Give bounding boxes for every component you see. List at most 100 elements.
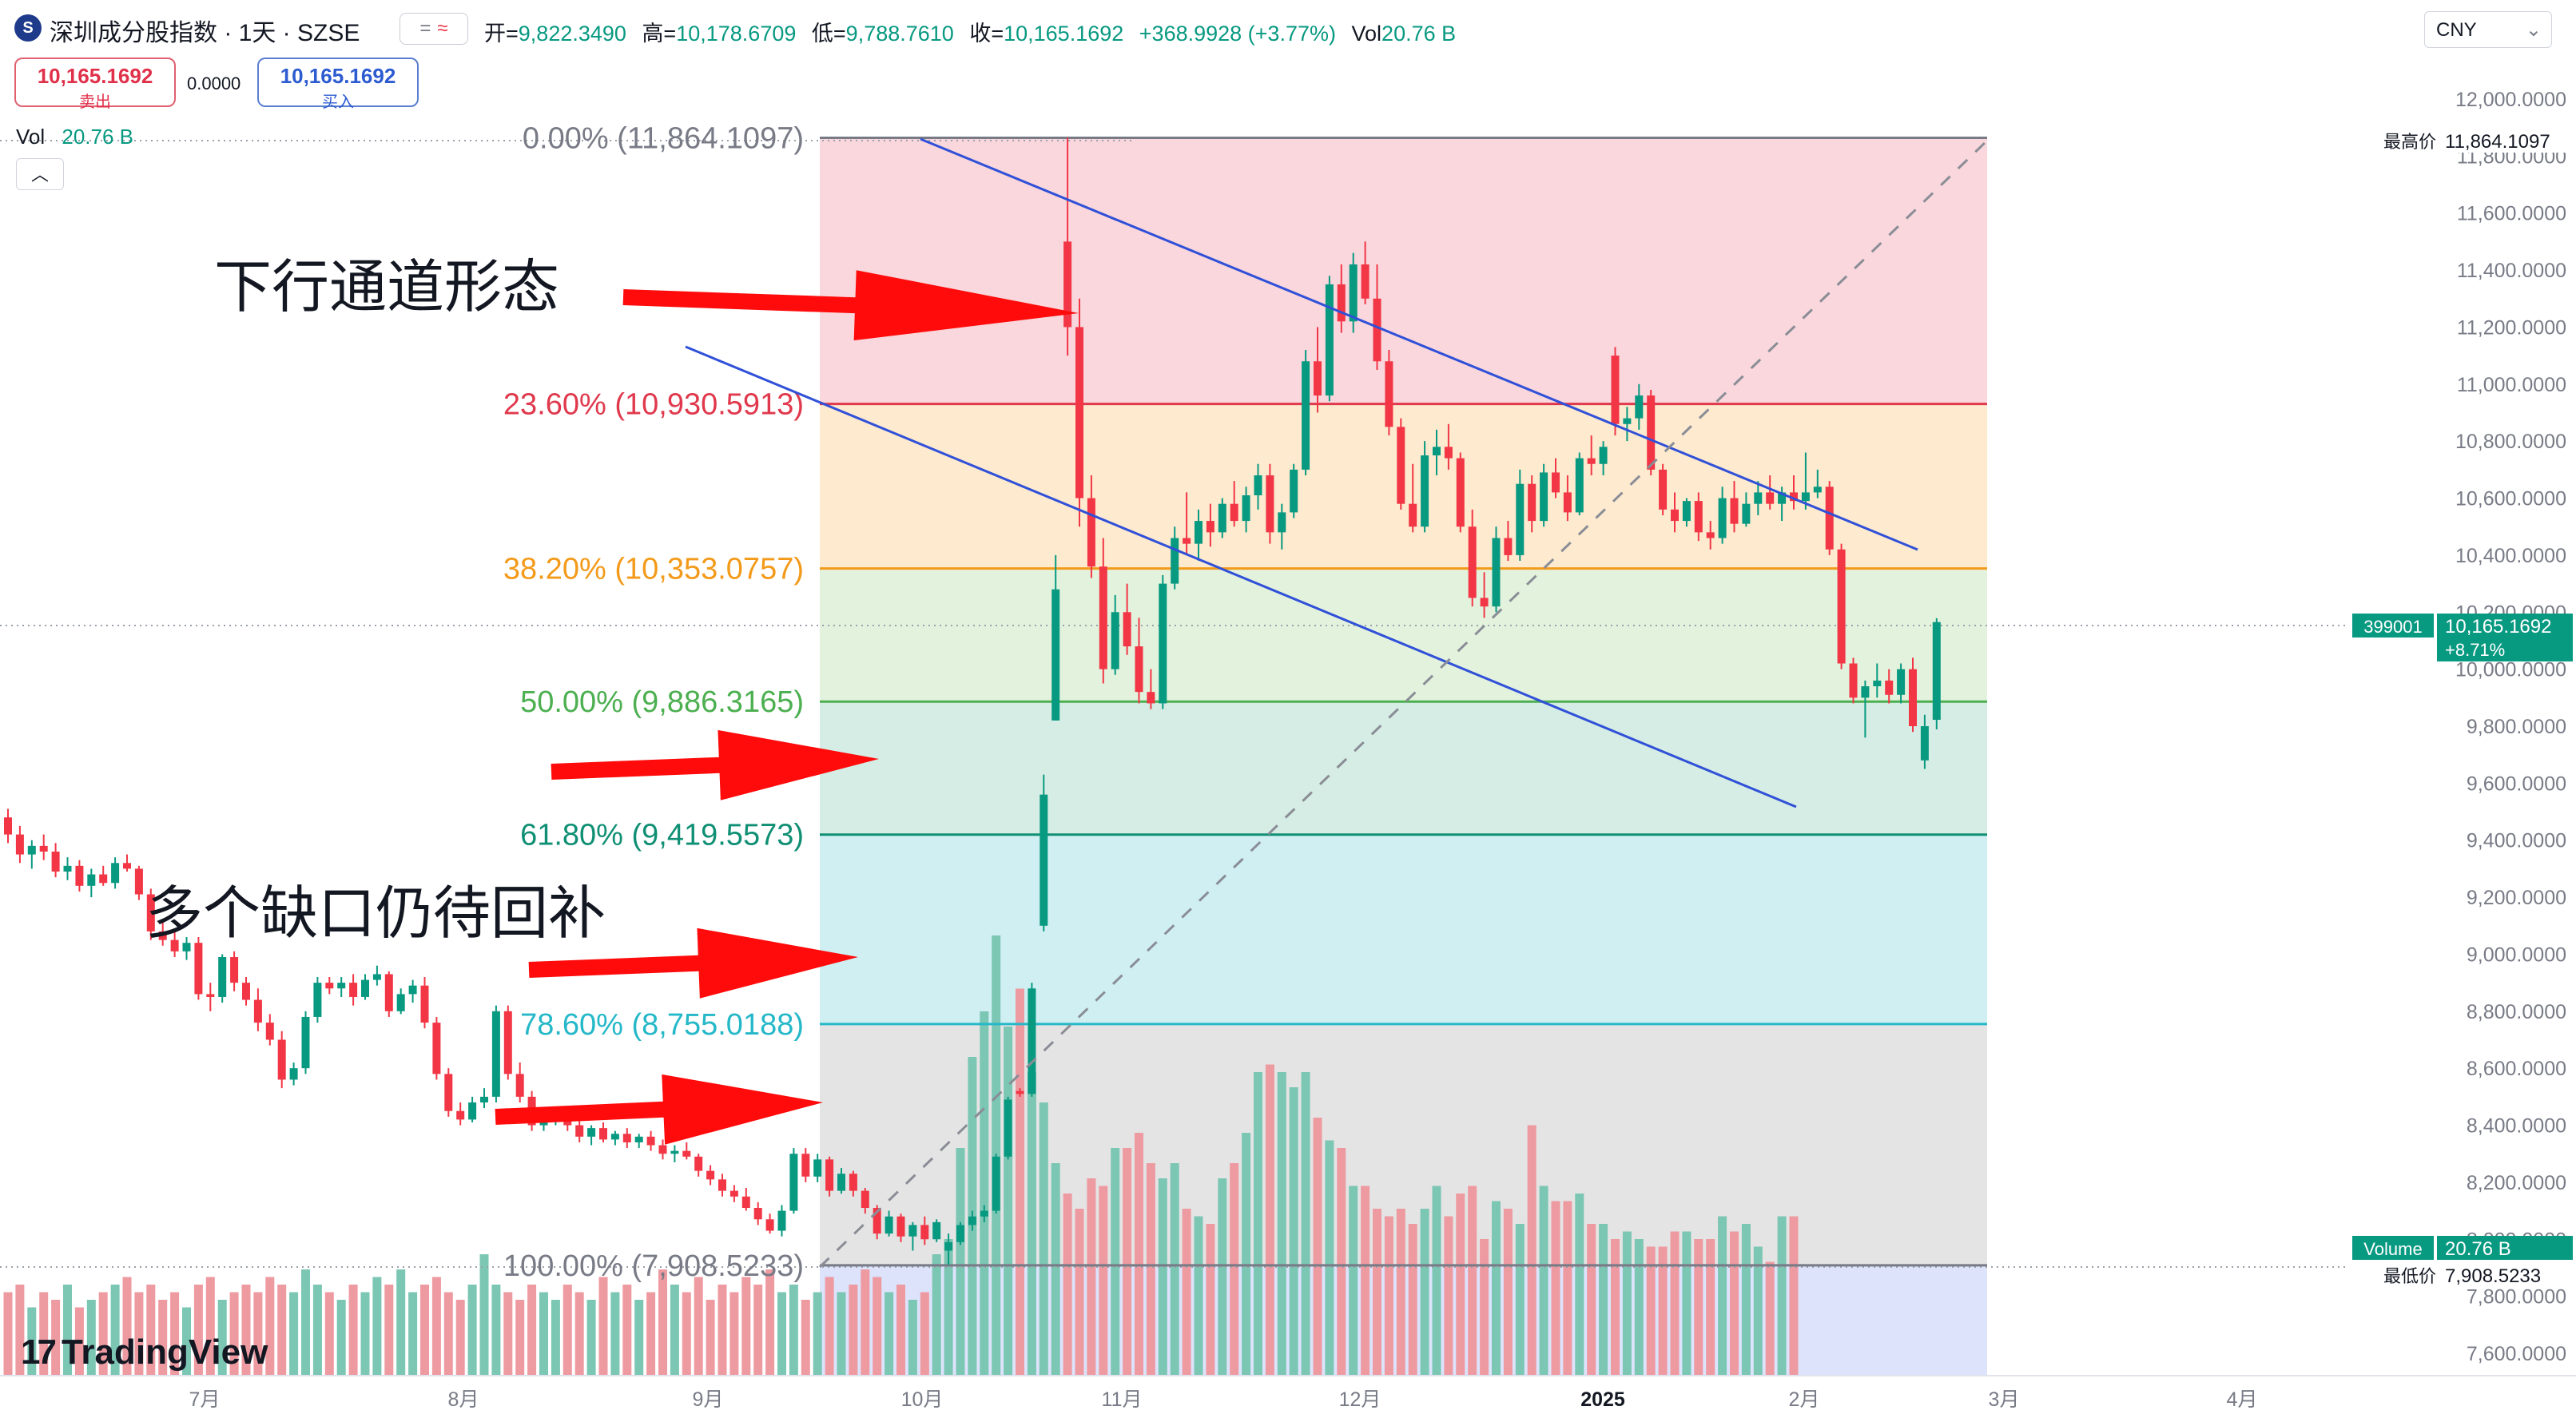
candle-body xyxy=(1373,298,1381,362)
candle-body xyxy=(515,1074,524,1097)
candle-body xyxy=(194,943,203,995)
volume-bar xyxy=(63,1285,72,1376)
volume-bar xyxy=(539,1292,548,1376)
buy-button[interactable]: 10,165.1692 买入 xyxy=(257,58,419,111)
axis-badge: 10,165.1692+8.71% 399001 xyxy=(2352,614,2573,661)
candle-body xyxy=(646,1136,655,1146)
volume-bar xyxy=(193,1285,203,1376)
candle-body xyxy=(1314,361,1322,396)
collapse-legend-button[interactable]: ︿ xyxy=(16,158,64,190)
volume-bar xyxy=(1503,1209,1513,1376)
candle-body xyxy=(837,1174,845,1191)
candle-body xyxy=(741,1196,750,1209)
volume-bar xyxy=(658,1269,667,1376)
axis-badge-tag: 最高价 xyxy=(2383,132,2436,152)
volume-bar xyxy=(694,1277,703,1376)
candle-body xyxy=(182,943,191,951)
annotation-gaps: 多个缺口仍待回补 xyxy=(145,880,606,947)
volume-bar xyxy=(1301,1072,1310,1376)
candle-body xyxy=(1528,483,1536,522)
time-tick-label: 11月 xyxy=(1102,1388,1143,1411)
candle-body xyxy=(1873,680,1882,687)
sell-button[interactable]: 10,165.1692 卖出 xyxy=(14,58,176,111)
approx-icon[interactable]: ≈ xyxy=(437,18,448,39)
volume-bar xyxy=(1135,1133,1143,1376)
volume-bar xyxy=(170,1292,180,1376)
candle-body xyxy=(1611,356,1620,424)
volume-bar xyxy=(1206,1224,1215,1376)
volume-bar xyxy=(837,1292,846,1376)
chevron-up-icon: ︿ xyxy=(30,165,49,185)
volume-bar xyxy=(729,1292,739,1376)
fib-level-label: 0.00% (11,864.1097) xyxy=(523,121,804,155)
buy-label: 买入 xyxy=(322,93,354,111)
symbol-title[interactable]: 深圳成分股指数 · 1天 · SZSE xyxy=(50,20,360,46)
candle-body xyxy=(15,834,24,855)
candle-body xyxy=(885,1216,893,1234)
volume-bar xyxy=(217,1300,227,1376)
currency-select[interactable]: CNY ⌄ xyxy=(2424,11,2552,48)
candle-body xyxy=(1552,472,1560,493)
equal-icon[interactable]: = xyxy=(419,18,431,39)
volume-bar xyxy=(1444,1216,1453,1376)
axis-badge-value: 7,908.5233 xyxy=(2445,1265,2541,1287)
candle-body xyxy=(1349,264,1358,322)
volume-bar xyxy=(1765,1261,1775,1376)
candle-body xyxy=(372,974,381,980)
axis-badge-tag: Volume xyxy=(2363,1239,2422,1259)
time-tick-label: 10月 xyxy=(901,1388,944,1411)
volume-bar xyxy=(1194,1216,1203,1376)
candle-body xyxy=(622,1134,631,1142)
candle-body xyxy=(301,1016,310,1069)
candle-body xyxy=(753,1208,762,1220)
volume-bar xyxy=(348,1285,358,1376)
volume-bar xyxy=(253,1292,263,1376)
price-tick-label: 11,400.0000 xyxy=(2457,260,2566,282)
volume-bar xyxy=(861,1269,870,1376)
volume-bar xyxy=(479,1254,489,1376)
candle-body xyxy=(944,1241,953,1251)
volume-bar xyxy=(1265,1064,1274,1376)
candle-body xyxy=(1040,794,1048,926)
price-tick-label: 8,200.0000 xyxy=(2467,1172,2566,1194)
candle-body xyxy=(1504,538,1513,555)
candle-body xyxy=(694,1156,703,1171)
candle-body xyxy=(1206,521,1214,533)
candle-body xyxy=(1147,692,1155,704)
candle-body xyxy=(1051,589,1060,721)
volume-bar xyxy=(277,1285,287,1376)
chart-type-toggle[interactable]: = ≈ xyxy=(400,13,468,45)
arrow-shape xyxy=(495,1074,823,1145)
fib-level-label: 23.60% (10,930.5913) xyxy=(503,388,804,422)
candle-body xyxy=(75,865,84,886)
candle-body xyxy=(361,979,369,997)
fib-level-label: 100.00% (7,908.5233) xyxy=(503,1249,804,1283)
volume-bar xyxy=(1230,1163,1239,1376)
vol-value: 20.76 B xyxy=(1381,22,1457,46)
candle-body xyxy=(1540,472,1548,522)
fib-band xyxy=(820,701,1987,835)
candle-body xyxy=(4,817,12,835)
candle-body xyxy=(1766,492,1775,504)
change-value: +368.9928 (+3.77%) xyxy=(1139,22,1336,46)
volume-bar xyxy=(1420,1209,1429,1376)
candle-body xyxy=(1456,458,1465,527)
price-tick-label: 11,200.0000 xyxy=(2457,316,2566,339)
candle-body xyxy=(1135,646,1143,693)
axis-badge: 20.76 B Volume xyxy=(2352,1236,2573,1260)
candle-body xyxy=(813,1159,822,1177)
volume-bar xyxy=(920,1292,929,1376)
price-tick-label: 8,600.0000 xyxy=(2467,1058,2566,1080)
volume-bar xyxy=(1432,1186,1441,1376)
candle-body xyxy=(1361,264,1369,299)
volume-bar xyxy=(1611,1239,1620,1376)
volume-bar xyxy=(1718,1216,1727,1376)
volume-bar xyxy=(324,1292,334,1376)
volume-bar xyxy=(646,1292,656,1376)
candle-body xyxy=(1909,669,1917,726)
time-tick-label: 8月 xyxy=(448,1388,479,1411)
volume-bar xyxy=(1730,1231,1739,1376)
volume-bar xyxy=(1587,1224,1596,1376)
volume-bar xyxy=(229,1292,239,1376)
